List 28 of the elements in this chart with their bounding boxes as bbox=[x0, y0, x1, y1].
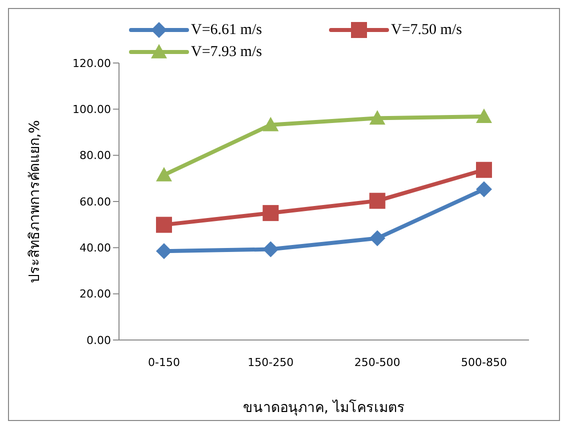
y-tick-label: 80.00 bbox=[80, 149, 111, 162]
point bbox=[369, 192, 386, 209]
y-axis-title: ประสิทธิภาพการคัดแยก,% bbox=[26, 120, 43, 283]
point bbox=[156, 216, 172, 233]
x-tick-label: 0-150 bbox=[148, 356, 180, 369]
y-tick-label: 0.00 bbox=[86, 334, 111, 347]
legend-label: V=6.61 m/s bbox=[191, 22, 262, 38]
x-axis-title: ขนาดอนุภาค, ไมโครเมตร bbox=[243, 399, 405, 416]
point bbox=[156, 166, 172, 182]
point bbox=[156, 243, 172, 260]
legend-label: V=7.50 m/s bbox=[391, 22, 462, 38]
point bbox=[369, 110, 386, 125]
point bbox=[262, 116, 279, 132]
x-tick-label: 500-850 bbox=[461, 356, 507, 369]
y-tick-label: 60.00 bbox=[80, 195, 111, 208]
point bbox=[262, 205, 279, 222]
y-tick-label: 20.00 bbox=[80, 288, 111, 301]
point bbox=[476, 162, 492, 178]
x-tick-label: 250-500 bbox=[354, 356, 400, 369]
y-tick-label: 40.00 bbox=[80, 242, 111, 255]
x-tick-label: 150-250 bbox=[248, 356, 294, 369]
legend-label: V=7.93 m/s bbox=[191, 44, 262, 60]
point bbox=[476, 181, 492, 198]
y-tick-label: 100.00 bbox=[72, 103, 111, 116]
point bbox=[476, 108, 492, 123]
point bbox=[369, 230, 386, 246]
y-tick-label: 120.00 bbox=[72, 56, 111, 70]
point bbox=[262, 241, 279, 258]
